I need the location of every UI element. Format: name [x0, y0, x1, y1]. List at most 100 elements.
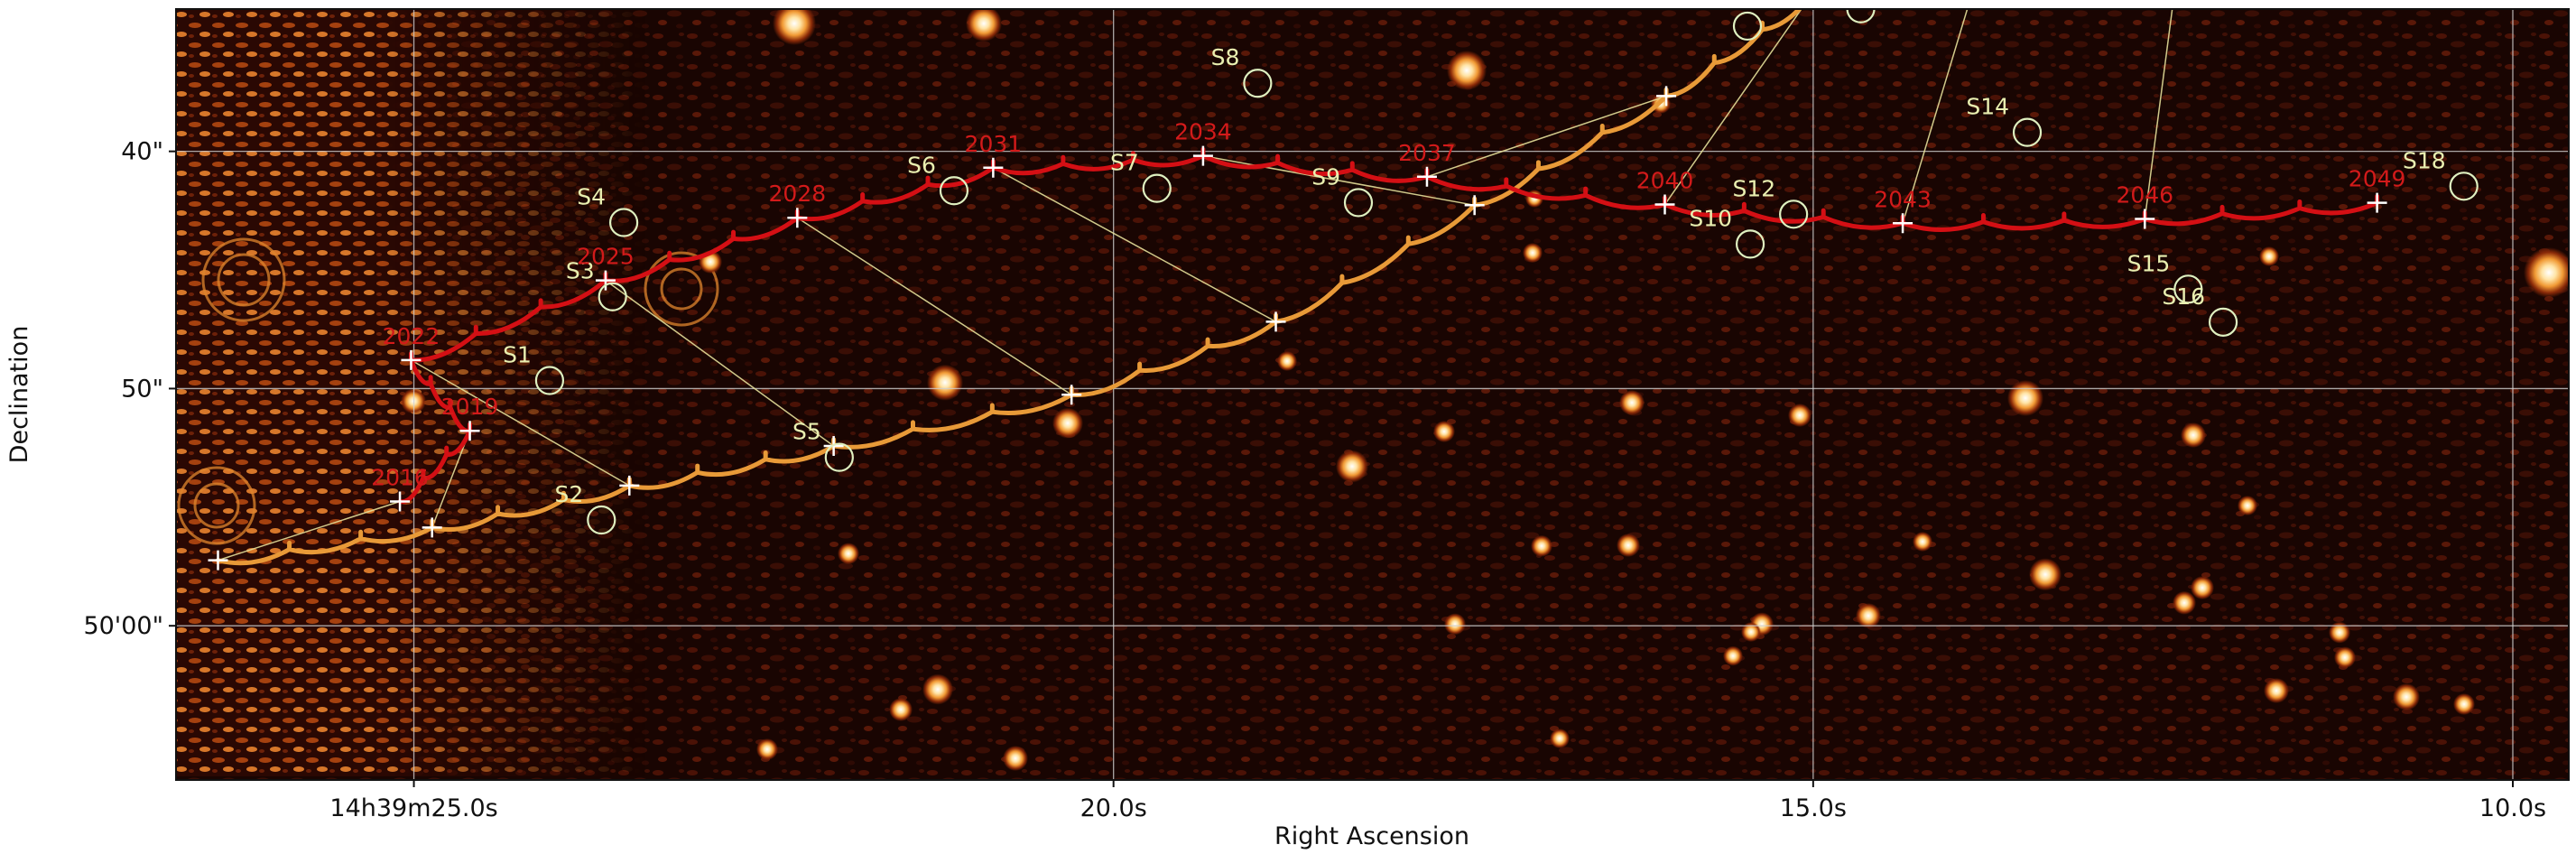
x-tick-label: 20.0s — [1080, 794, 1147, 822]
source-label: S10 — [1689, 205, 1732, 231]
source-circle — [2173, 274, 2203, 304]
background-star — [2029, 558, 2062, 591]
background-star — [922, 673, 953, 705]
red-epoch-marker — [2367, 192, 2387, 213]
source-circle — [2208, 307, 2238, 337]
background-star — [1052, 407, 1083, 439]
background-star — [1523, 243, 1543, 263]
background-star — [1913, 532, 1932, 552]
source-label: S4 — [577, 183, 606, 209]
background-star — [1856, 603, 1881, 628]
epoch-connector — [431, 430, 471, 528]
y-tick-label: 50" — [121, 375, 163, 403]
background-star — [1617, 534, 1640, 557]
background-star — [966, 9, 1002, 42]
y-tick-label: 50'00" — [83, 612, 163, 640]
background-star — [2453, 693, 2475, 715]
x-tick-label: 15.0s — [1780, 794, 1847, 822]
epoch-connector — [411, 359, 630, 487]
source-label: S14 — [1966, 94, 2009, 120]
source-label: S16 — [2162, 283, 2205, 310]
source-circle — [1735, 229, 1765, 259]
x-axis-ticks: 14h39m25.0s 20.0s 15.0s 10.0s — [329, 780, 2546, 822]
epoch-connector — [796, 217, 1072, 395]
background-star — [1619, 390, 1645, 416]
marker-labels: S1S2S3S4S5S6S7S8S9S10S11S12S13S14S15S16S… — [371, 0, 2445, 507]
source-circle — [1142, 173, 1172, 203]
background-star — [2334, 646, 2356, 669]
source-label: S2 — [555, 481, 584, 507]
epoch-markers — [208, 86, 2387, 571]
plot-area: S1S2S3S4S5S6S7S8S9S10S11S12S13S14S15S16S… — [176, 0, 2569, 780]
background-star — [756, 738, 778, 760]
source-label: S8 — [1211, 44, 1240, 70]
source-circle — [2012, 117, 2043, 147]
red-epoch-marker — [1192, 145, 1213, 166]
red-epoch-marker — [2135, 209, 2155, 229]
x-axis-title: Right Ascension — [1274, 822, 1469, 850]
background-star — [1788, 404, 1812, 427]
background-star — [1003, 746, 1028, 771]
epoch-label: 2046 — [2116, 182, 2173, 209]
source-circle — [939, 176, 969, 206]
source-circle — [1732, 11, 1763, 42]
red-epoch-marker — [390, 491, 411, 512]
epoch-connector — [1902, 9, 1969, 224]
y-tick-label: 40" — [121, 138, 163, 166]
orange-epoch-marker — [1464, 195, 1485, 216]
background-star — [889, 698, 913, 721]
epoch-connector-lines — [218, 9, 2173, 562]
epoch-connector — [2144, 9, 2173, 219]
epoch-label: 2037 — [1398, 140, 1456, 166]
epoch-label: 2049 — [2349, 166, 2406, 192]
source-circle — [598, 282, 627, 311]
epoch-label: 2040 — [1636, 168, 1694, 194]
red-epoch-marker — [1416, 166, 1437, 187]
source-label: S6 — [907, 152, 936, 178]
source-circle — [824, 442, 854, 472]
source-label: S1 — [503, 341, 532, 367]
background-star — [1447, 51, 1487, 90]
source-circle — [2449, 172, 2479, 201]
red-epoch-marker — [595, 270, 616, 291]
coordinate-grid — [176, 9, 2569, 780]
orange-epoch-marker — [1265, 311, 1286, 332]
source-circle — [608, 208, 639, 237]
ring-artifacts — [177, 237, 719, 545]
source-label: S9 — [1311, 163, 1340, 190]
background-star — [2238, 496, 2257, 515]
epoch-connector — [1202, 154, 1475, 207]
source-label: S12 — [1732, 175, 1775, 201]
source-label: S15 — [2127, 250, 2171, 276]
orange-epoch-marker — [619, 475, 640, 496]
red-epoch-marker — [459, 421, 480, 441]
background-star — [2264, 678, 2289, 703]
source-label: S3 — [566, 258, 595, 284]
epoch-connector — [218, 500, 401, 562]
source-circle — [1846, 9, 1876, 23]
epoch-label: 2043 — [1874, 186, 1932, 212]
source-circle — [1343, 188, 1374, 218]
y-axis-ticks: -60°49'30"40"50"50'00" — [83, 138, 176, 640]
background-star — [2259, 246, 2279, 266]
background-star — [838, 543, 859, 565]
source-circles — [534, 9, 2479, 535]
source-label: S11 — [1686, 0, 1729, 14]
red-epoch-marker — [1654, 194, 1675, 215]
orange-epoch-marker — [422, 517, 442, 538]
orange-epoch-marker — [1656, 86, 1677, 107]
x-tick-label: 10.0s — [2479, 794, 2546, 822]
background-star — [1723, 645, 1743, 666]
background-star — [2191, 576, 2214, 599]
epoch-label: 2028 — [769, 181, 827, 207]
background-star — [2007, 380, 2043, 416]
epoch-label: 2034 — [1174, 119, 1232, 145]
epoch-label: 2022 — [383, 323, 440, 349]
background-star — [2329, 621, 2350, 644]
background-star — [1550, 729, 1570, 748]
plot-frame — [175, 8, 2570, 781]
background-star — [1277, 351, 1297, 371]
background-star — [1531, 534, 1552, 557]
